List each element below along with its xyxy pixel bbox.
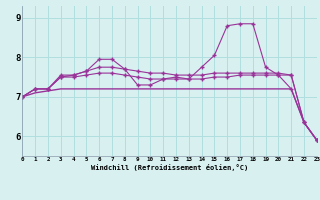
X-axis label: Windchill (Refroidissement éolien,°C): Windchill (Refroidissement éolien,°C) [91,164,248,171]
